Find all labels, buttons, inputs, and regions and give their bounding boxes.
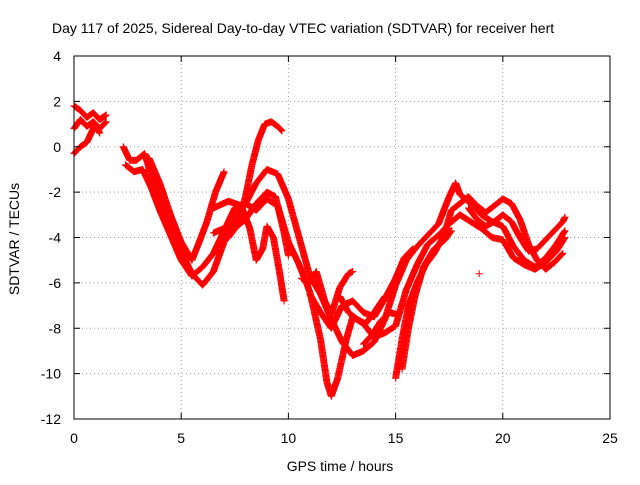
x-tick-label: 15 [388,430,404,446]
y-tick-label: 4 [53,48,61,64]
data-points [145,154,228,264]
data-points [398,227,455,373]
x-tick-label: 25 [602,430,618,446]
y-tick-label: -12 [41,411,61,427]
data-points [119,143,569,359]
data-points [475,270,483,278]
data-points [336,293,389,328]
data-series [224,118,286,241]
data-points [224,118,286,241]
tick-layer [73,55,611,420]
x-axis-label: GPS time / hours [287,458,394,474]
data-layer [70,102,569,400]
y-axis-label: SDTVAR / TECUs [6,183,22,295]
x-tick-label: 20 [495,430,511,446]
data-points [297,268,357,319]
y-tick-label: 2 [53,93,61,109]
chart-title: Day 117 of 2025, Sidereal Day-to-day VTE… [52,20,554,36]
x-tick-label: 0 [70,430,78,446]
data-series [475,270,483,278]
data-series [119,143,569,359]
x-tick-label: 10 [281,430,297,446]
y-tick-label: -8 [49,320,62,336]
x-tick-label: 5 [177,430,185,446]
data-points [465,204,569,255]
y-tick-label: -10 [41,366,61,382]
label-layer: 0 5 10 15 20 25 -12 -10 -8 -6 -4 -2 0 2 4 [41,48,618,446]
data-points [359,308,402,348]
data-series [297,268,357,319]
y-tick-label: -2 [49,184,62,200]
data-points [209,197,288,305]
data-series [336,293,389,328]
data-series [465,204,569,255]
data-series [359,308,402,348]
y-tick-label: -6 [49,275,62,291]
data-series [145,154,228,264]
data-series [398,227,455,373]
y-tick-label: -4 [49,230,62,246]
y-tick-label: 0 [53,139,61,155]
data-series [209,197,288,305]
